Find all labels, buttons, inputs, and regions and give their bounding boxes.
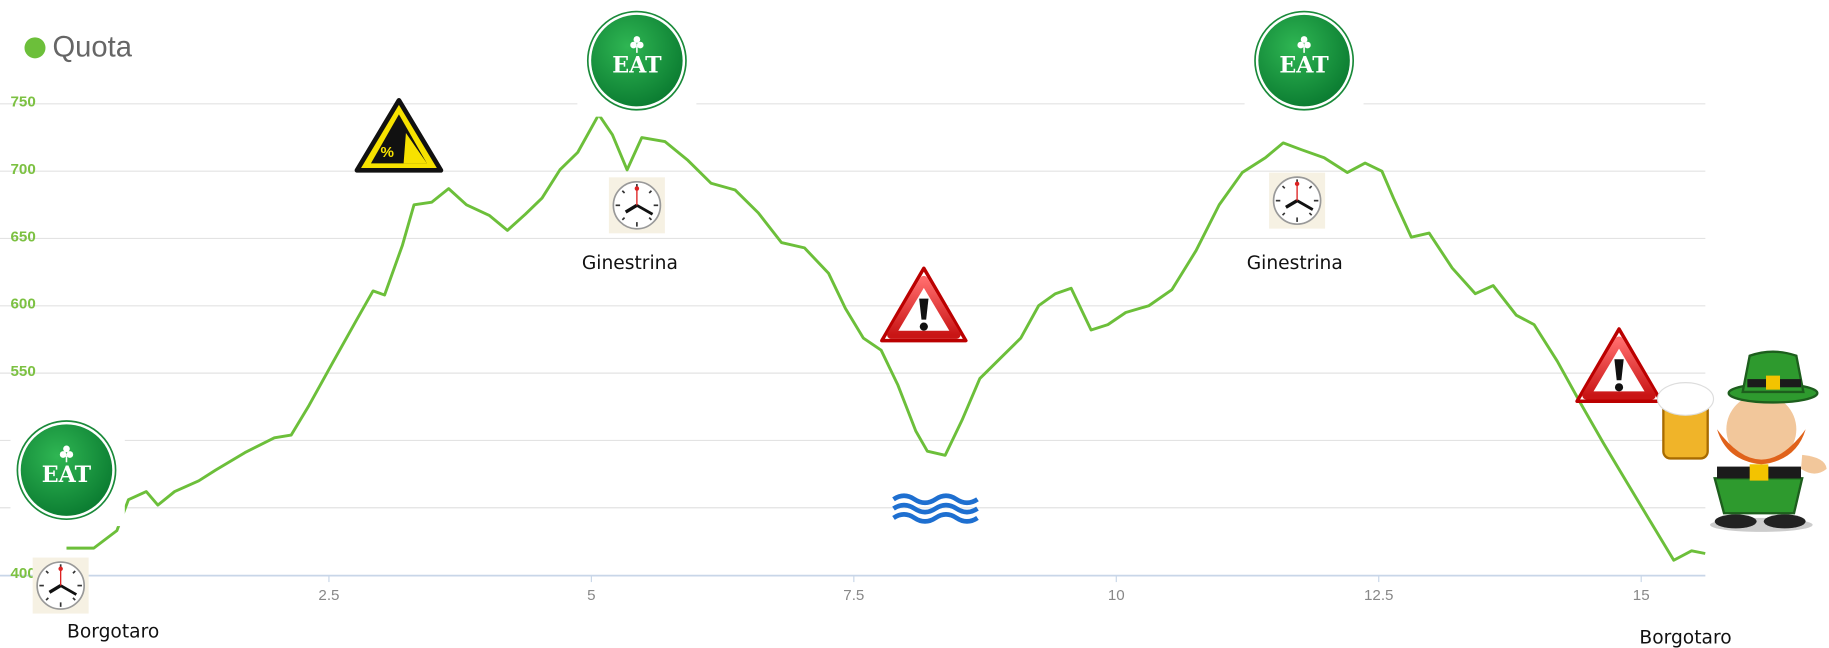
leprechaun-icon xyxy=(1658,352,1827,532)
place-label: Ginestrina xyxy=(582,253,678,274)
eat-text: EAT xyxy=(42,462,92,488)
eat-text: EAT xyxy=(612,53,662,79)
eat-text: EAT xyxy=(1279,53,1329,79)
place-label: Ginestrina xyxy=(1247,253,1343,274)
x-tick-label: 15 xyxy=(1633,587,1650,604)
x-tick-label: 12.5 xyxy=(1364,587,1393,604)
y-tick-label: 650 xyxy=(10,228,35,245)
water-icon xyxy=(894,496,978,522)
slope-text: % xyxy=(381,144,395,161)
warning-icon xyxy=(882,268,966,340)
eat-badge: EAT xyxy=(10,414,124,526)
clock-icon xyxy=(1269,173,1325,229)
clock-icon xyxy=(33,558,89,614)
y-tick-label: 700 xyxy=(10,161,35,178)
clock-icon xyxy=(609,177,665,233)
x-tick-label: 7.5 xyxy=(843,587,864,604)
slope-sign: % xyxy=(357,100,441,170)
chart: 4004505005506006507007502.557.51012.515 … xyxy=(0,0,1829,648)
eat-badge: EAT xyxy=(1245,5,1364,117)
y-tick-label: 600 xyxy=(10,296,35,313)
x-tick-label: 2.5 xyxy=(318,587,339,604)
warning-icon xyxy=(1577,329,1661,401)
eat-badge: EAT xyxy=(577,5,696,117)
y-tick-label: 550 xyxy=(10,363,35,380)
legend-marker xyxy=(24,37,45,58)
y-tick-label: 750 xyxy=(10,94,35,111)
legend-label: Quota xyxy=(52,32,132,64)
place-label: Borgotaro xyxy=(1639,628,1731,648)
x-tick-label: 5 xyxy=(587,587,595,604)
x-tick-label: 10 xyxy=(1108,587,1125,604)
legend: Quota xyxy=(24,32,132,64)
place-label: Borgotaro xyxy=(67,622,159,643)
page: {"chart_data": {"type": "line", "legend_… xyxy=(0,0,1829,648)
icons: % EAT EAT EAT xyxy=(10,5,1826,614)
y-tick-label: 400 xyxy=(10,565,35,582)
